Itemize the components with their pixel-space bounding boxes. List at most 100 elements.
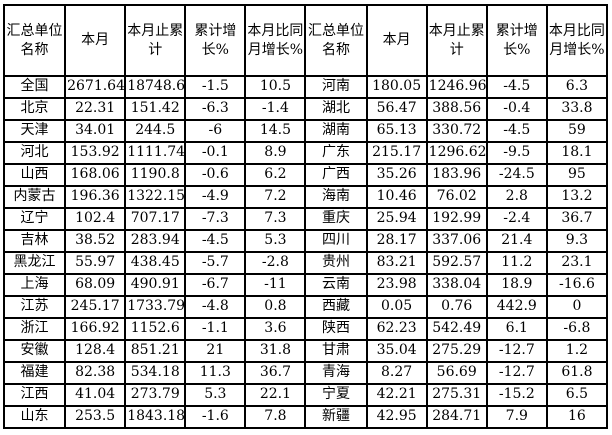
value-cell: -0.6 (184, 163, 247, 187)
table-row: 辽宁 102.4 707.17 -7.3 7.3 重庆 25.94 192.99 -2.4 36.… (2, 207, 609, 231)
value-cell: 244.5 (124, 119, 187, 143)
value-cell: 1190.8 (124, 163, 187, 187)
value-cell: 6.1 (485, 317, 548, 341)
region-name-cell-right: 海南 (304, 185, 368, 209)
region-name-cell-left: 内蒙古 (2, 185, 67, 209)
value-cell: 25.94 (365, 207, 428, 231)
value-cell: 65.13 (365, 119, 428, 143)
value-cell: 196.36 (64, 185, 127, 209)
value-cell: 168.06 (64, 163, 127, 187)
value-cell: 1296.62 (425, 141, 488, 165)
value-cell: 851.21 (124, 339, 187, 363)
value-cell: 5.3 (244, 229, 307, 253)
region-name-cell-right: 河南 (304, 75, 368, 99)
value-cell: 2671.64 (64, 75, 127, 99)
value-cell: 338.04 (425, 273, 488, 297)
value-cell: 245.17 (64, 295, 127, 319)
value-cell: 1733.79 (124, 295, 187, 319)
value-cell: -16.6 (545, 273, 609, 297)
value-cell: 8.27 (365, 361, 428, 385)
column-header-left-1: 汇总单位名称 (2, 4, 67, 77)
value-cell: -1.4 (244, 97, 307, 121)
column-header-right-5: 本月比同月增长% (545, 4, 609, 77)
value-cell: 38.52 (64, 229, 127, 253)
value-cell: 1322.15 (124, 185, 187, 209)
value-cell: 337.06 (425, 229, 488, 253)
table-row: 吉林 38.52 283.94 -4.5 5.3 四川 28.17 337.06 21.4 9.3 (2, 229, 609, 253)
value-cell: 95 (545, 163, 609, 187)
column-header-right-4: 累计增长% (485, 4, 548, 77)
region-name-cell-left: 北京 (2, 97, 67, 121)
value-cell: 16 (545, 405, 609, 429)
value-cell: 9.3 (545, 229, 609, 253)
value-cell: 442.9 (485, 295, 548, 319)
value-cell: 11.2 (485, 251, 548, 275)
value-cell: -9.5 (485, 141, 548, 165)
value-cell: 0 (545, 295, 609, 319)
region-name-cell-right: 陕西 (304, 317, 368, 341)
region-name-cell-left: 福建 (2, 361, 67, 385)
value-cell: 41.04 (64, 383, 127, 407)
column-header-right-2: 本月 (365, 4, 428, 77)
value-cell: -6 (184, 119, 247, 143)
value-cell: -11 (244, 273, 307, 297)
value-cell: 153.92 (64, 141, 127, 165)
region-name-cell-left: 江西 (2, 383, 67, 407)
value-cell: 76.02 (425, 185, 488, 209)
value-cell: 6.5 (545, 383, 609, 407)
value-cell: -4.8 (184, 295, 247, 319)
region-name-cell-left: 黑龙江 (2, 251, 67, 275)
region-name-cell-right: 四川 (304, 229, 368, 253)
value-cell: 6.3 (545, 75, 609, 99)
value-cell: -4.5 (485, 75, 548, 99)
value-cell: 62.23 (365, 317, 428, 341)
value-cell: 61.8 (545, 361, 609, 385)
region-name-cell-right: 甘肃 (304, 339, 368, 363)
value-cell: -1.5 (184, 75, 247, 99)
value-cell: 13.2 (545, 185, 609, 209)
value-cell: 438.45 (124, 251, 187, 275)
value-cell: -24.5 (485, 163, 548, 187)
value-cell: 21 (184, 339, 247, 363)
column-header-left-4: 累计增长% (184, 4, 247, 77)
value-cell: 3.6 (244, 317, 307, 341)
table-row: 河北 153.92 1111.74 -0.1 8.9 广东 215.17 1296.62 -9.… (2, 141, 609, 165)
column-header-right-1: 汇总单位名称 (304, 4, 368, 77)
value-cell: 83.21 (365, 251, 428, 275)
value-cell: 23.1 (545, 251, 609, 275)
value-cell: 82.38 (64, 361, 127, 385)
region-name-cell-left: 山东 (2, 405, 67, 429)
region-name-cell-left: 江苏 (2, 295, 67, 319)
value-cell: 22.1 (244, 383, 307, 407)
region-name-cell-right: 云南 (304, 273, 368, 297)
value-cell: 18.1 (545, 141, 609, 165)
value-cell: 18.9 (485, 273, 548, 297)
value-cell: 1152.6 (124, 317, 187, 341)
value-cell: -6.7 (184, 273, 247, 297)
value-cell: 33.8 (545, 97, 609, 121)
value-cell: 542.49 (425, 317, 488, 341)
table-row: 江西 41.04 273.79 5.3 22.1 宁夏 42.21 275.31 -15.2 6.… (2, 383, 609, 407)
value-cell: 283.94 (124, 229, 187, 253)
region-name-cell-left: 浙江 (2, 317, 67, 341)
value-cell: -7.3 (184, 207, 247, 231)
value-cell: 8.9 (244, 141, 307, 165)
region-name-cell-right: 湖南 (304, 119, 368, 143)
value-cell: 192.99 (425, 207, 488, 231)
region-name-cell-left: 全国 (2, 75, 67, 99)
table-row: 北京 22.31 151.42 -6.3 -1.4 湖北 56.47 388.56 -0.4 33… (2, 97, 609, 121)
value-cell: 275.31 (425, 383, 488, 407)
value-cell: 23.98 (365, 273, 428, 297)
column-header-left-5: 本月比同月增长% (244, 4, 307, 77)
value-cell: 490.91 (124, 273, 187, 297)
value-cell: 31.8 (244, 339, 307, 363)
value-cell: -2.8 (244, 251, 307, 275)
value-cell: 5.3 (184, 383, 247, 407)
value-cell: 6.2 (244, 163, 307, 187)
value-cell: 284.71 (425, 405, 488, 429)
value-cell: 35.26 (365, 163, 428, 187)
region-name-cell-right: 贵州 (304, 251, 368, 275)
region-name-cell-right: 广东 (304, 141, 368, 165)
value-cell: 388.56 (425, 97, 488, 121)
value-cell: 2.8 (485, 185, 548, 209)
